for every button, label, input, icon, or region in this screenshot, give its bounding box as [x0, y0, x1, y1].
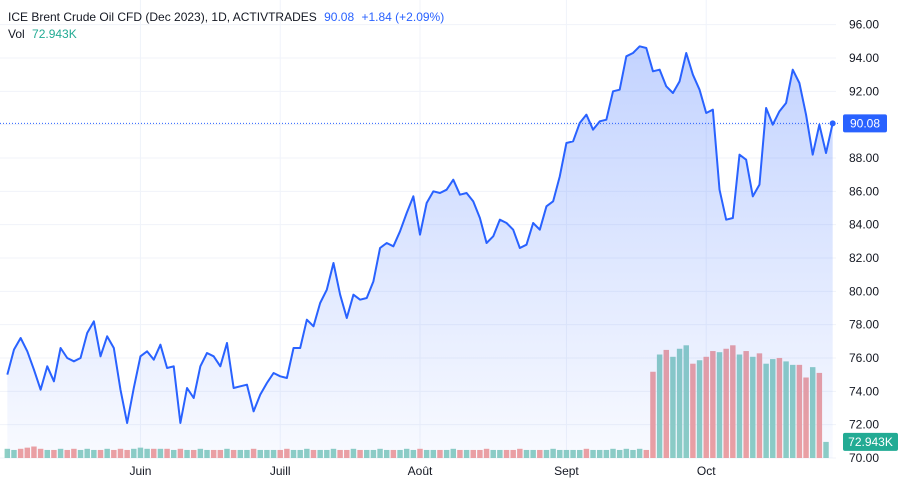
price-area-fill: [7, 46, 833, 458]
y-tick-label: 88.00: [849, 151, 879, 165]
last-price-dot: [829, 120, 836, 127]
last-volume-tag-text: 72.943K: [848, 435, 893, 449]
x-tick-label: Sept: [554, 464, 579, 478]
y-tick-label: 96.00: [849, 18, 879, 32]
y-tick-label: 94.00: [849, 51, 879, 65]
last-price-tag-text: 90.08: [850, 116, 880, 130]
x-axis[interactable]: Juin Juill Août Sept Oct: [129, 464, 716, 478]
x-tick-label: Août: [408, 464, 433, 478]
volume-label: Vol: [8, 27, 25, 41]
legend-last-price: 90.08: [324, 10, 355, 24]
y-tick-label: 74.00: [849, 384, 879, 398]
last-price-tag: 90.08: [843, 114, 887, 133]
price-line: [6, 45, 834, 424]
chart-legend: ICE Brent Crude Oil CFD (Dec 2023), 1D, …: [8, 9, 444, 43]
volume-value: 72.943K: [32, 27, 77, 41]
y-tick-label: 86.00: [849, 184, 879, 198]
x-tick-label: Juin: [129, 464, 151, 478]
y-tick-label: 82.00: [849, 251, 879, 265]
volume-bar: [4, 448, 11, 458]
legend-change: +1.84 (+2.09%): [361, 10, 445, 24]
x-tick-label: Oct: [697, 464, 716, 478]
y-tick-label: 70.00: [849, 451, 879, 465]
y-tick-label: 80.00: [849, 284, 879, 298]
last-volume-tag: 72.943K: [843, 432, 898, 451]
y-tick-label: 78.00: [849, 318, 879, 332]
y-tick-label: 76.00: [849, 351, 879, 365]
legend-symbol-row[interactable]: ICE Brent Crude Oil CFD (Dec 2023), 1D, …: [8, 9, 444, 26]
y-tick-label: 72.00: [849, 418, 879, 432]
y-axis[interactable]: 70.00 72.00 74.00 76.00 78.00 80.00 82.00 84.00…: [849, 18, 879, 465]
legend-volume-row[interactable]: Vol 72.943K: [8, 26, 444, 43]
y-tick-label: 84.00: [849, 218, 879, 232]
y-tick-label: 92.00: [849, 84, 879, 98]
symbol-title: ICE Brent Crude Oil CFD (Dec 2023), 1D, …: [8, 10, 317, 24]
x-tick-label: Juill: [270, 464, 291, 478]
